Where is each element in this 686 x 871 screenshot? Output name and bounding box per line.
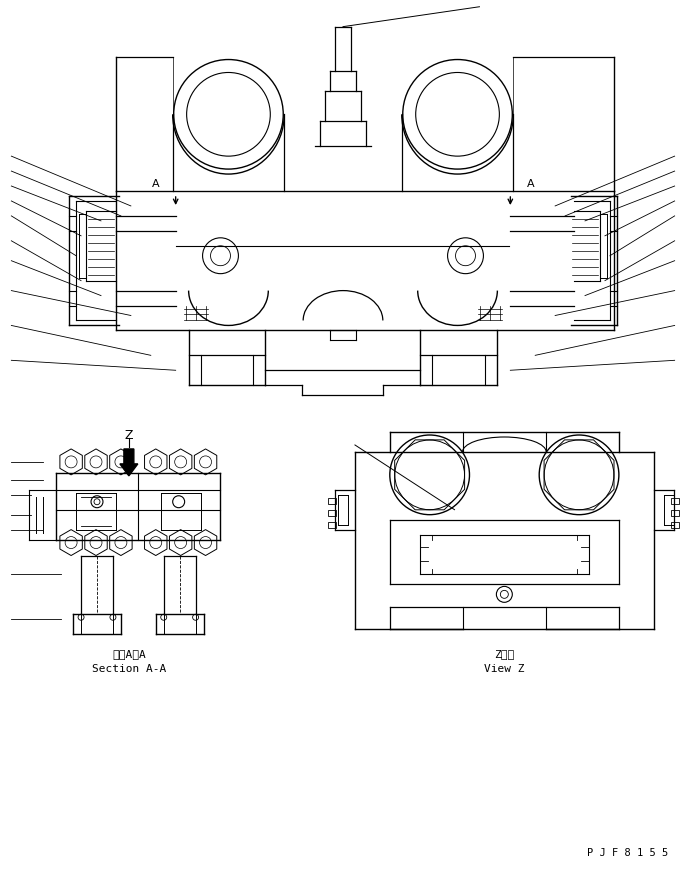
Bar xyxy=(671,522,678,528)
Bar xyxy=(671,510,678,516)
Bar xyxy=(328,522,336,528)
Text: Z　視: Z 視 xyxy=(494,649,514,659)
FancyArrow shape xyxy=(120,449,138,476)
Text: A: A xyxy=(526,179,534,189)
Text: 断面A－A: 断面A－A xyxy=(112,649,145,659)
Text: Section A-A: Section A-A xyxy=(92,664,166,674)
Bar xyxy=(328,497,336,503)
Text: A: A xyxy=(152,179,160,189)
Bar xyxy=(671,497,678,503)
Text: View Z: View Z xyxy=(484,664,525,674)
Bar xyxy=(328,510,336,516)
Text: P J F 8 1 5 5: P J F 8 1 5 5 xyxy=(587,848,669,858)
Text: Z: Z xyxy=(125,429,133,442)
